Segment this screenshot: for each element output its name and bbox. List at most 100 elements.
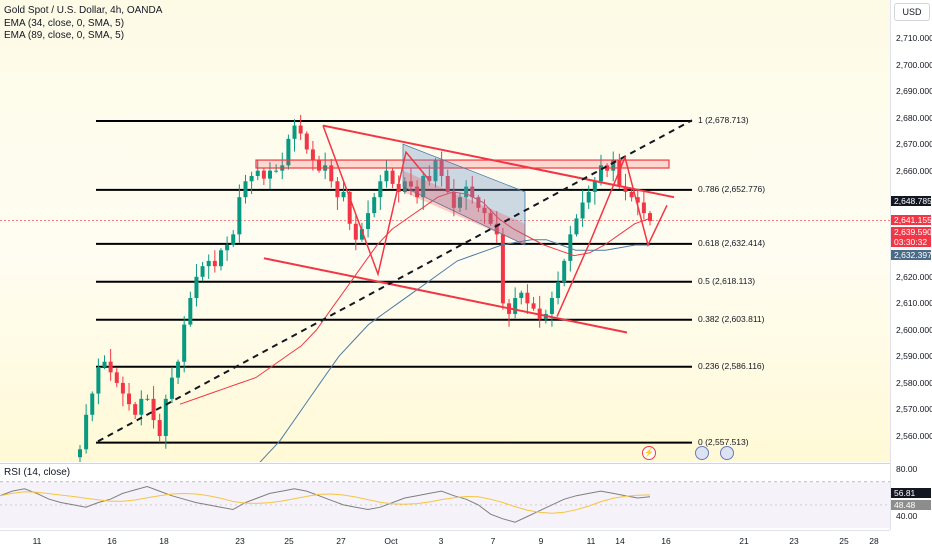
price-tick-label: 2,660.000 bbox=[896, 165, 932, 176]
bull-flag-channel-upper bbox=[402, 143, 526, 246]
rsi-legend: RSI (14, close) bbox=[4, 467, 71, 478]
descending-resistance-line bbox=[322, 124, 675, 199]
us-flag-event-icon[interactable] bbox=[720, 446, 734, 460]
time-tick-label: 11 bbox=[586, 536, 596, 546]
projection-path bbox=[556, 155, 668, 317]
candle-body bbox=[562, 260, 567, 283]
candle-body bbox=[268, 170, 272, 179]
time-tick-label: 16 bbox=[661, 536, 671, 546]
candle-body bbox=[494, 223, 499, 235]
candle-body bbox=[108, 361, 113, 373]
candle-body bbox=[139, 398, 144, 415]
candle-body bbox=[366, 213, 371, 230]
candle-body bbox=[372, 197, 377, 214]
candle-body bbox=[90, 393, 95, 415]
candle-body bbox=[163, 398, 168, 436]
candle-body bbox=[335, 181, 340, 198]
main-chart-pane[interactable] bbox=[0, 0, 890, 462]
fib-level-label: 0 (2,557.513) bbox=[698, 436, 749, 447]
time-tick-label: 23 bbox=[235, 536, 245, 546]
candle-body bbox=[255, 170, 260, 176]
candle-body bbox=[194, 276, 199, 299]
candle-body bbox=[470, 186, 475, 198]
fib-level-label: 0.382 (2,603.811) bbox=[698, 313, 765, 324]
candle-body bbox=[415, 186, 420, 198]
dashed-uptrend-line bbox=[97, 119, 693, 443]
candle-body bbox=[157, 420, 162, 436]
candle-body bbox=[384, 170, 389, 182]
candle-body bbox=[133, 404, 138, 415]
price-tick-label: 2,600.000 bbox=[896, 324, 932, 335]
candle-body bbox=[592, 181, 597, 192]
candle-body bbox=[218, 250, 223, 267]
price-axis[interactable] bbox=[890, 0, 932, 530]
candle-body bbox=[298, 125, 303, 134]
candle-body bbox=[421, 175, 426, 198]
rsi-ma-line bbox=[0, 491, 651, 514]
candle-body bbox=[445, 175, 450, 192]
candle-body bbox=[611, 160, 616, 171]
rsi-canvas[interactable] bbox=[0, 464, 890, 531]
candle-body bbox=[574, 218, 579, 235]
candle-body bbox=[329, 165, 334, 182]
candle-body bbox=[212, 260, 217, 267]
price-tick-label: 2,590.000 bbox=[896, 351, 932, 362]
lightning-event-icon[interactable]: ⚡ bbox=[642, 446, 656, 460]
fib-level-label: 0.618 (2,632.414) bbox=[698, 237, 766, 248]
time-tick-label: 25 bbox=[839, 536, 849, 546]
candle-body bbox=[556, 282, 561, 299]
time-tick-label: 11 bbox=[32, 536, 42, 546]
candle-body bbox=[598, 165, 603, 182]
candle-body bbox=[568, 234, 573, 261]
candle-body bbox=[176, 361, 181, 378]
price-tick-label: 2,620.000 bbox=[896, 271, 932, 282]
candle-body bbox=[96, 367, 101, 394]
candle-body bbox=[378, 181, 383, 198]
candle-body bbox=[427, 175, 432, 182]
candle-body bbox=[304, 133, 309, 150]
price-tick-label: 2,680.000 bbox=[896, 112, 932, 123]
time-tick-label: 23 bbox=[789, 536, 799, 546]
time-tick-label: 28 bbox=[869, 536, 879, 546]
candle-body bbox=[390, 170, 395, 184]
price-tick-label: 2,670.000 bbox=[896, 139, 932, 150]
fib-level-label: 0.5 (2,618.113) bbox=[698, 275, 756, 286]
candle-body bbox=[151, 398, 156, 421]
fib-level-label: 1 (2,678.713) bbox=[698, 115, 749, 125]
current-price-tag: 2,641.155 bbox=[891, 215, 932, 225]
candle-body bbox=[635, 197, 640, 203]
ema89-price-tag: 2,632.397 bbox=[891, 250, 932, 260]
candle-body bbox=[396, 183, 401, 192]
time-tick-label: 16 bbox=[107, 536, 117, 546]
candle-body bbox=[402, 181, 407, 192]
candle-body bbox=[353, 223, 358, 240]
wave-path-left bbox=[322, 125, 429, 277]
candle-body bbox=[78, 449, 82, 458]
candle-body bbox=[84, 414, 89, 450]
rsi-value-tag: 56.81 bbox=[891, 488, 931, 498]
price-tick-label: 2,570.000 bbox=[896, 404, 932, 415]
countdown-tag: 03:30:32 bbox=[891, 237, 931, 247]
candle-body bbox=[127, 393, 132, 405]
rsi-pane[interactable] bbox=[0, 463, 890, 531]
candle-body bbox=[249, 175, 254, 182]
candle-body bbox=[525, 292, 530, 304]
price-chart-canvas[interactable] bbox=[0, 0, 890, 462]
candle-body bbox=[629, 191, 634, 198]
candle-body bbox=[458, 197, 462, 208]
candle-body bbox=[586, 191, 591, 203]
candle-body bbox=[261, 170, 266, 179]
us-flag-event-icon[interactable] bbox=[695, 446, 709, 460]
candle-body bbox=[513, 298, 518, 314]
currency-button[interactable]: USD bbox=[894, 3, 930, 21]
price-tick-label: 2,700.000 bbox=[896, 59, 932, 70]
time-tick-label: 25 bbox=[284, 536, 294, 546]
rsi-tick-80: 80.00 bbox=[896, 464, 918, 474]
rsi-line bbox=[0, 485, 651, 523]
candle-body bbox=[145, 398, 150, 400]
price-tick-label: 2,690.000 bbox=[896, 86, 932, 97]
candle-body bbox=[464, 186, 469, 198]
time-axis[interactable] bbox=[0, 530, 890, 551]
time-tick-label: 9 bbox=[538, 536, 544, 546]
candle-body bbox=[531, 303, 536, 309]
